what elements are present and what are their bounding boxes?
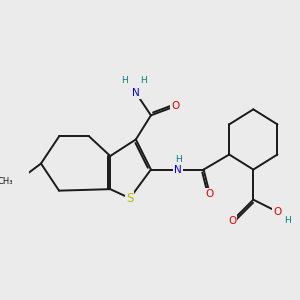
Text: O: O bbox=[171, 101, 179, 111]
Text: H: H bbox=[121, 76, 128, 85]
Text: O: O bbox=[206, 189, 214, 199]
Text: CH₃: CH₃ bbox=[0, 177, 13, 186]
Text: H: H bbox=[285, 216, 291, 225]
Text: S: S bbox=[126, 192, 134, 205]
Text: H: H bbox=[140, 76, 147, 85]
Text: O: O bbox=[273, 207, 281, 217]
Text: N: N bbox=[174, 165, 182, 175]
Text: H: H bbox=[175, 155, 182, 164]
Text: N: N bbox=[132, 88, 140, 98]
Text: O: O bbox=[228, 216, 236, 226]
